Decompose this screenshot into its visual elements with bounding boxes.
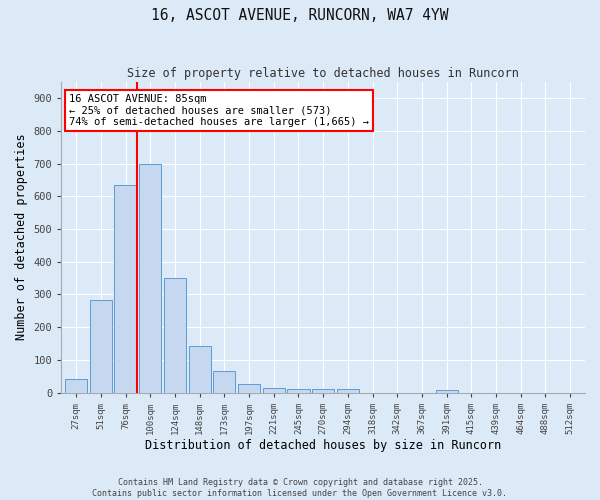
Bar xyxy=(312,390,334,392)
Bar xyxy=(164,278,186,392)
Bar xyxy=(436,390,458,392)
Bar xyxy=(90,300,112,392)
Bar xyxy=(287,389,310,392)
Bar xyxy=(337,390,359,392)
X-axis label: Distribution of detached houses by size in Runcorn: Distribution of detached houses by size … xyxy=(145,440,501,452)
Bar xyxy=(238,384,260,392)
Bar xyxy=(139,164,161,392)
Bar xyxy=(213,372,235,392)
Bar xyxy=(263,388,285,392)
Bar xyxy=(188,346,211,393)
Text: 16, ASCOT AVENUE, RUNCORN, WA7 4YW: 16, ASCOT AVENUE, RUNCORN, WA7 4YW xyxy=(151,8,449,22)
Bar xyxy=(65,378,87,392)
Title: Size of property relative to detached houses in Runcorn: Size of property relative to detached ho… xyxy=(127,68,519,80)
Text: Contains HM Land Registry data © Crown copyright and database right 2025.
Contai: Contains HM Land Registry data © Crown c… xyxy=(92,478,508,498)
Bar xyxy=(115,186,137,392)
Text: 16 ASCOT AVENUE: 85sqm
← 25% of detached houses are smaller (573)
74% of semi-de: 16 ASCOT AVENUE: 85sqm ← 25% of detached… xyxy=(69,94,369,128)
Y-axis label: Number of detached properties: Number of detached properties xyxy=(15,134,28,340)
